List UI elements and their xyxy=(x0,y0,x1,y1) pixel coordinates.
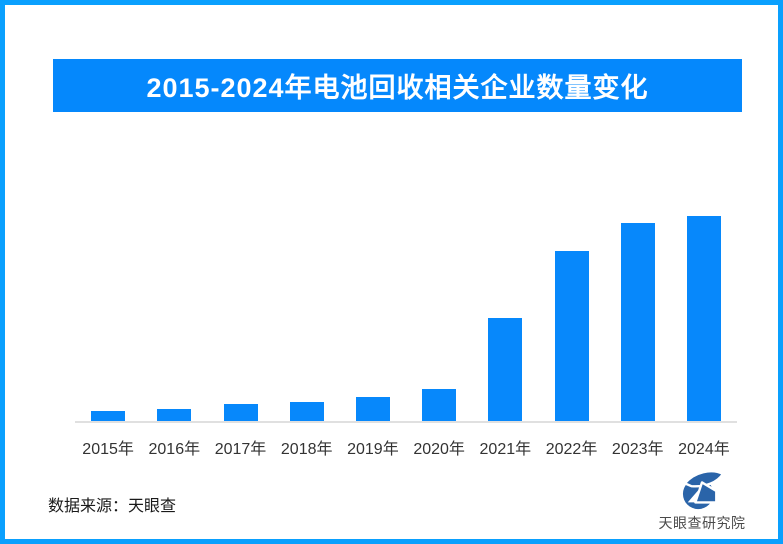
bar-slot xyxy=(207,208,273,421)
bar-slot xyxy=(472,208,538,421)
bar xyxy=(554,251,589,421)
chart-title-banner: 2015-2024年电池回收相关企业数量变化 xyxy=(53,59,742,112)
bar-slot xyxy=(75,208,141,421)
x-axis-tick-label: 2018年 xyxy=(280,441,333,458)
bar-slot xyxy=(671,208,737,421)
bar xyxy=(289,402,324,421)
bar xyxy=(686,216,721,421)
tianyancha-eye-logo-icon xyxy=(682,471,724,510)
bar xyxy=(91,411,126,421)
bar xyxy=(355,397,390,421)
chart-title: 2015-2024年电池回收相关企业数量变化 xyxy=(146,73,649,103)
bar xyxy=(422,389,457,421)
x-axis-tick-label: 2017年 xyxy=(214,441,267,458)
tianyancha-logo-text: 天眼查研究院 xyxy=(658,515,746,531)
data-source-label: 数据来源：天眼查 xyxy=(48,498,177,515)
x-axis-tick-label: 2023年 xyxy=(611,441,664,458)
x-axis-labels: 2015年 2016年 2017年 2018年 2019年 2020年 2021年 2022年… xyxy=(75,435,737,459)
x-axis-tick-label: 2016年 xyxy=(148,441,201,458)
bar-slot xyxy=(538,208,604,421)
bar-slot xyxy=(141,208,207,421)
x-axis-tick-label: 2021年 xyxy=(479,441,532,458)
bar-slot xyxy=(340,208,406,421)
bar xyxy=(488,318,523,421)
tianyancha-logo: 天眼查研究院 xyxy=(652,471,752,533)
bar-slot xyxy=(274,208,340,421)
bar xyxy=(223,404,258,421)
bar xyxy=(157,409,192,421)
x-axis-tick-label: 2024年 xyxy=(678,441,730,458)
x-axis-tick-label: 2020年 xyxy=(413,441,465,458)
bar-plot xyxy=(75,208,737,423)
bar-slot xyxy=(605,208,671,421)
bar xyxy=(620,223,655,421)
x-axis-tick-label: 2022年 xyxy=(545,441,598,458)
bar-slot xyxy=(406,208,472,421)
x-axis-tick-label: 2015年 xyxy=(82,441,134,458)
x-axis-tick-label: 2019年 xyxy=(347,441,399,458)
